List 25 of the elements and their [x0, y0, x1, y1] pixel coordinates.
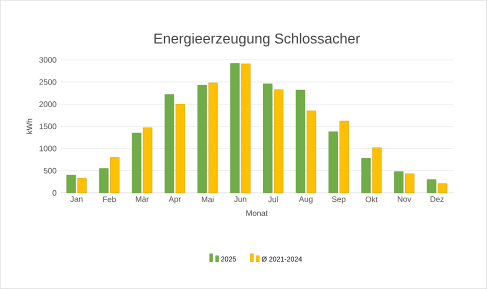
bar	[394, 171, 404, 194]
bar	[438, 183, 448, 194]
bar	[198, 84, 207, 194]
bar	[328, 132, 338, 194]
bar	[405, 174, 414, 194]
bar	[361, 158, 371, 194]
bar	[426, 179, 436, 194]
bar	[263, 84, 272, 194]
bar	[306, 110, 316, 194]
bar	[208, 82, 218, 194]
chart-title: Energieerzeugung Schlossacher	[154, 33, 360, 46]
bar	[372, 147, 382, 194]
bar	[176, 104, 186, 194]
bar	[274, 89, 284, 194]
bar	[66, 174, 76, 194]
bar	[296, 90, 306, 194]
bar	[110, 157, 120, 194]
bar	[77, 178, 87, 194]
bar	[230, 63, 240, 194]
bar	[340, 120, 349, 194]
bar	[142, 128, 152, 194]
bar	[241, 64, 251, 194]
bar	[99, 168, 109, 194]
bar	[132, 132, 142, 194]
bar	[164, 94, 174, 194]
